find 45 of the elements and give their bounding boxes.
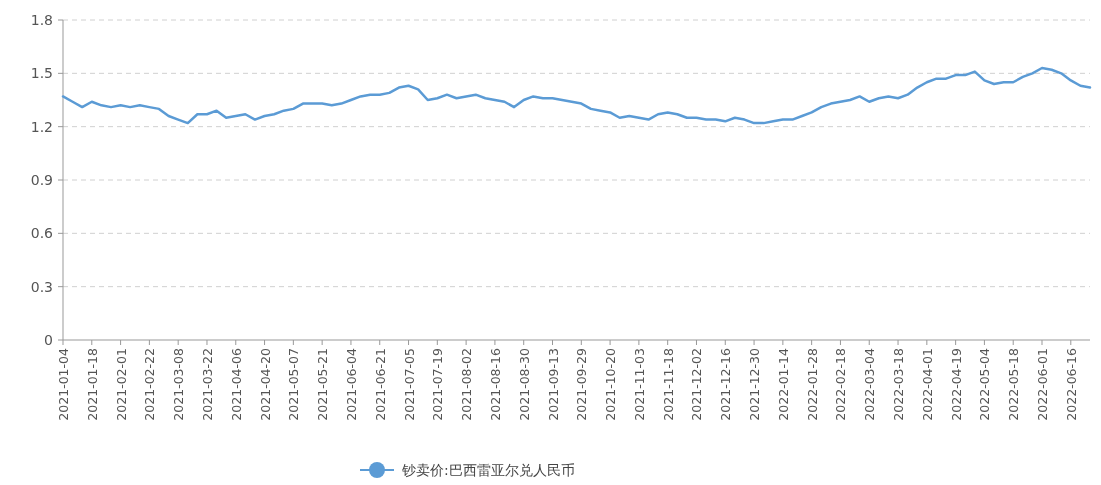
y-tick-label: 1.8	[30, 12, 53, 28]
x-tick-label: 2021-05-07	[286, 348, 302, 421]
x-tick-label: 2021-10-20	[603, 347, 619, 421]
y-tick-label: 1.2	[30, 118, 53, 135]
x-tick-label: 2022-01-14	[775, 347, 791, 421]
y-tick-label: 0.3	[30, 278, 53, 295]
x-tick-label: 2021-12-02	[689, 348, 705, 421]
x-tick-label: 2022-02-18	[833, 347, 849, 421]
x-tick-label: 2022-04-19	[948, 347, 964, 421]
x-tick-label: 2022-05-04	[977, 347, 993, 421]
y-tick-label: 0.9	[30, 172, 53, 188]
x-tick-label: 2022-06-01	[1035, 348, 1051, 421]
x-tick-label: 2021-12-16	[718, 347, 734, 421]
y-tick-label: 1.5	[30, 65, 53, 82]
x-tick-label: 2022-04-01	[919, 348, 935, 421]
x-tick-label: 2021-09-13	[545, 348, 561, 421]
x-tick-label: 2022-01-28	[804, 347, 820, 421]
x-tick-label: 2021-08-16	[487, 347, 503, 421]
x-tick-label: 2022-03-18	[891, 347, 907, 421]
x-tick-label: 2021-06-21	[372, 348, 388, 421]
x-tick-label: 2021-11-18	[660, 347, 676, 421]
x-tick-label: 2021-02-01	[113, 348, 129, 421]
x-tick-label: 2022-05-18	[1006, 347, 1022, 421]
y-tick-label: 0.6	[30, 225, 54, 242]
x-tick-label: 2021-12-30	[747, 347, 763, 421]
x-tick-label: 2021-02-22	[142, 348, 158, 421]
y-tick-label: 0	[44, 332, 53, 348]
x-tick-label: 2021-09-29	[574, 347, 590, 421]
x-tick-label: 2021-07-05	[401, 348, 417, 421]
x-tick-label: 2021-05-21	[315, 348, 331, 421]
legend-label: 钞卖价:巴西雷亚尔兑人民币	[401, 462, 575, 478]
x-tick-label: 2021-08-30	[516, 347, 532, 421]
x-tick-label: 2021-06-04	[343, 347, 359, 421]
x-tick-label: 2021-04-06	[228, 347, 244, 421]
x-tick-label: 2022-06-16	[1063, 347, 1079, 421]
x-tick-label: 2021-03-08	[171, 347, 187, 421]
x-tick-label: 2021-08-02	[459, 348, 475, 421]
line-series	[61, 66, 1092, 125]
x-tick-label: 2021-01-04	[56, 347, 71, 421]
x-tick-label: 2021-07-19	[430, 347, 446, 421]
x-tick-label: 2021-04-20	[257, 347, 273, 421]
x-tick-label: 2021-11-03	[631, 348, 647, 421]
x-tick-label: 2021-03-22	[199, 348, 215, 421]
x-tick-label: 2021-01-18	[84, 347, 100, 421]
x-tick-label: 2022-03-04	[862, 347, 878, 421]
